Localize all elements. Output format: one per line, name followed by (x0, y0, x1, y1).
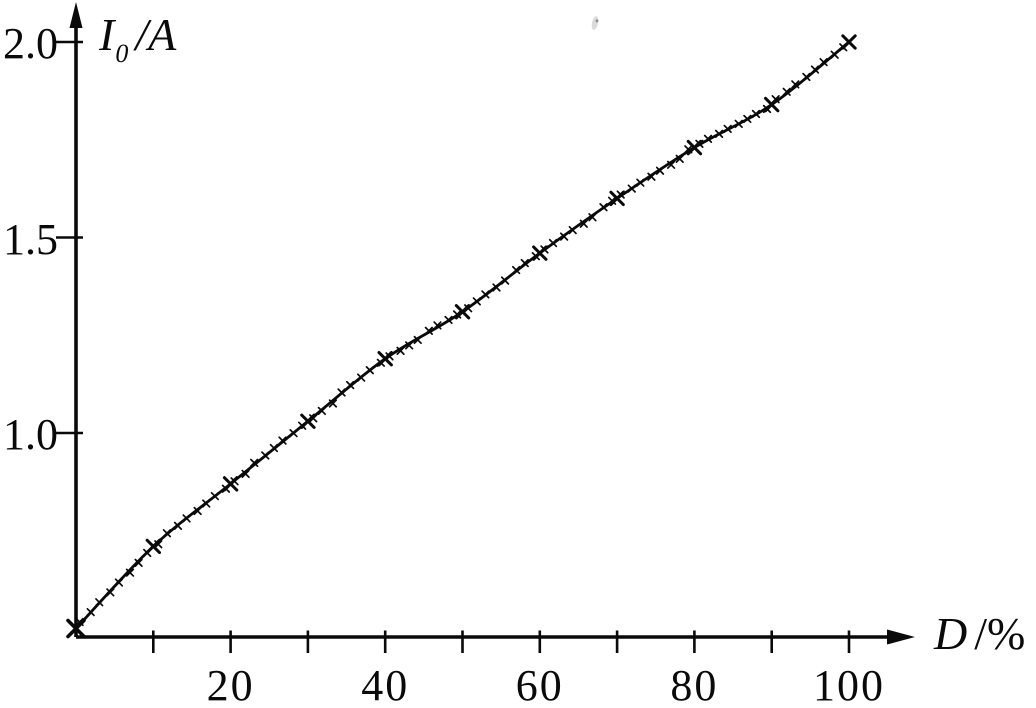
x-marker (675, 154, 684, 163)
x-marker (95, 598, 104, 607)
x-marker (289, 429, 298, 438)
x-marker (106, 588, 115, 597)
x-marker (500, 276, 510, 285)
x-marker (405, 341, 414, 350)
x-marker (114, 578, 124, 587)
x-marker (714, 129, 724, 138)
x-axis-label: D/% (934, 611, 1025, 657)
y-tick-label-1.5: 1.5 (3, 214, 58, 264)
x-marker (317, 406, 327, 416)
data-curve (74, 40, 850, 630)
y-tick-label-1.0: 1.0 (3, 410, 58, 459)
x-marker (300, 413, 316, 429)
x-marker (134, 558, 143, 567)
x-marker (452, 310, 462, 319)
x-marker (647, 172, 656, 181)
x-marker (520, 258, 529, 268)
x-tick-label-40: 40 (361, 661, 410, 708)
x-marker (86, 607, 95, 617)
x-marker (492, 283, 501, 292)
x-marker (278, 436, 287, 445)
x-marker (454, 304, 471, 320)
x-marker (830, 50, 839, 59)
x-marker (734, 119, 743, 129)
x-marker (666, 160, 676, 169)
x-marker (250, 458, 259, 467)
x-marker (810, 65, 820, 74)
x-marker (413, 335, 422, 345)
x-marker (210, 491, 220, 501)
x-marker (791, 80, 800, 89)
x-marker (182, 514, 191, 523)
x-marker (261, 451, 270, 460)
x-marker (588, 213, 597, 222)
x-marker (481, 290, 490, 299)
x-marker (357, 373, 366, 382)
x-marker (607, 196, 617, 205)
x-marker (365, 366, 374, 375)
x-marker (532, 245, 548, 261)
x-marker (472, 297, 481, 306)
y-axis-arrow (69, 2, 83, 28)
x-marker (655, 166, 665, 175)
x-marker (154, 540, 163, 549)
y-axis-subscript: 0 (115, 39, 129, 68)
x-marker (782, 87, 791, 96)
x-axis-unit: /% (974, 608, 1026, 659)
x-marker (686, 139, 703, 156)
x-tick-label-60: 60 (515, 661, 564, 708)
x-marker (444, 315, 453, 325)
x-marker (512, 265, 521, 275)
x-marker (309, 414, 318, 423)
x-marker (173, 521, 183, 530)
x-marker (345, 380, 355, 390)
x-marker (819, 57, 828, 67)
y-axis-symbol: I (99, 9, 115, 60)
x-marker (66, 618, 86, 639)
x-marker (636, 178, 645, 187)
x-marker (396, 346, 405, 355)
x-marker (841, 34, 857, 50)
x-tick-label-20: 20 (206, 661, 255, 708)
x-marker (433, 321, 442, 330)
y-axis-unit: /A (135, 9, 177, 60)
x-marker (328, 399, 338, 408)
x-axis-arrow (887, 629, 915, 645)
x-marker (579, 219, 588, 228)
x-marker (764, 96, 780, 113)
x-marker (75, 617, 84, 627)
x-marker (464, 304, 473, 313)
x-marker (599, 203, 608, 212)
y-axis-label: I0/A (99, 12, 176, 77)
x-marker (627, 184, 636, 193)
x-marker (222, 476, 239, 492)
x-marker (193, 506, 202, 516)
x-marker (202, 499, 211, 508)
x-marker (337, 388, 346, 397)
x-marker (568, 225, 577, 235)
x-marker (269, 443, 279, 453)
x-marker (241, 469, 250, 479)
x-marker (162, 529, 172, 538)
x-marker (424, 326, 433, 335)
x-marker (684, 145, 693, 154)
x-marker (559, 232, 569, 241)
x-tick-label-100: 100 (813, 661, 885, 708)
x-marker (548, 238, 558, 248)
x-marker (609, 190, 625, 207)
x-marker (802, 72, 811, 82)
x-marker (743, 114, 752, 124)
x-marker (751, 109, 761, 119)
x-axis-symbol: D (934, 608, 968, 659)
x-marker (145, 538, 161, 555)
x-marker (125, 568, 135, 577)
x-marker (723, 124, 732, 134)
x-tick-label-80: 80 (670, 661, 719, 708)
x-marker (703, 134, 713, 143)
y-tick-label-2.0: 2.0 (3, 19, 58, 68)
x-marker (377, 351, 393, 367)
